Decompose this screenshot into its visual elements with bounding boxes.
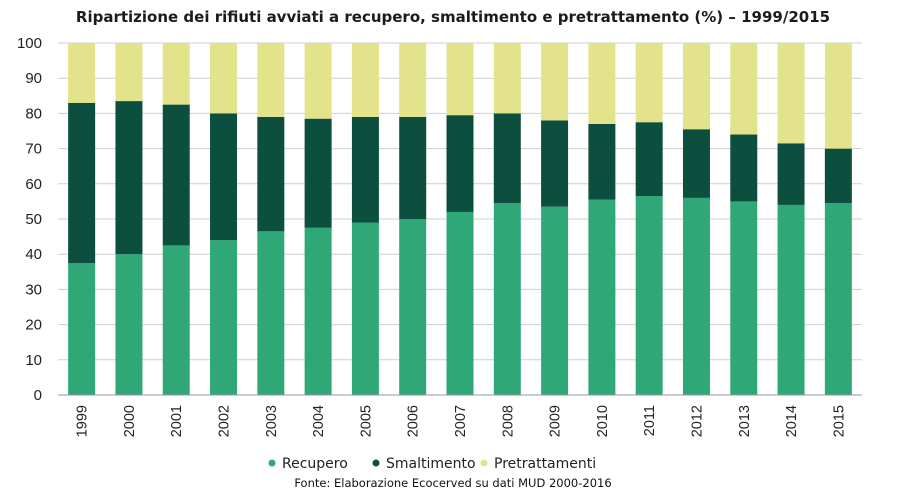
bar-segment-recupero [824, 203, 852, 395]
bar-segment-smaltimento [730, 134, 758, 202]
bar-segment-smaltimento [399, 116, 427, 219]
bar-segment-pretrattamenti [541, 43, 569, 121]
bar-segment-pretrattamenti [351, 43, 379, 117]
bar-segment-pretrattamenti [824, 43, 852, 149]
x-tick-label: 2003 [264, 405, 280, 437]
x-tick-label: 2013 [737, 405, 753, 437]
y-tick-label: 100 [17, 35, 42, 52]
bar-segment-smaltimento [777, 143, 805, 205]
axes: 0 10 20 30 40 50 60 70 80 90 100 1999 2000 2001 2002 20… [17, 35, 862, 437]
x-tick-label: 2006 [406, 405, 422, 437]
y-tick-label: 50 [25, 211, 42, 228]
bar-segment-smaltimento [635, 122, 663, 197]
x-tick-label: 2007 [453, 405, 469, 437]
x-tick-label: 2000 [122, 405, 138, 437]
bar-segment-recupero [68, 263, 96, 395]
bar-segment-smaltimento [304, 118, 332, 228]
y-tick-label: 20 [25, 317, 42, 334]
bar-segment-recupero [210, 240, 238, 395]
bar-segment-pretrattamenti [493, 43, 521, 114]
bar-segment-pretrattamenti [257, 43, 285, 117]
bar-segment-pretrattamenti [777, 43, 805, 144]
legend-label: Smaltimento [386, 456, 476, 472]
x-tick-label: 2014 [784, 405, 800, 437]
bar-segment-recupero [351, 222, 379, 395]
bar-segment-recupero [257, 231, 285, 395]
x-tick-label: 2009 [548, 405, 564, 437]
bar-segment-smaltimento [446, 115, 474, 212]
y-tick-label: 30 [25, 281, 42, 298]
bar-segment-smaltimento [162, 104, 190, 246]
bar-segment-pretrattamenti [588, 43, 616, 124]
legend-label: Recupero [282, 456, 348, 472]
y-tick-label: 80 [25, 105, 42, 122]
legend-marker [268, 459, 276, 467]
bar-segment-pretrattamenti [210, 43, 238, 114]
bar-segment-recupero [541, 206, 569, 395]
bar-segment-pretrattamenti [68, 43, 96, 103]
bar-segment-smaltimento [210, 113, 238, 241]
bars [68, 43, 852, 395]
bar-segment-recupero [635, 196, 663, 395]
x-tick-label: 2011 [642, 405, 658, 436]
legend-label: Pretrattamenti [494, 456, 596, 472]
y-tick-label: 60 [25, 176, 42, 193]
x-tick-label: 2004 [311, 405, 327, 437]
bar-segment-smaltimento [115, 101, 143, 255]
x-tick-label: 1999 [75, 405, 91, 437]
y-tick-label: 40 [25, 246, 42, 263]
bar-segment-recupero [446, 211, 474, 395]
bar-segment-recupero [162, 245, 190, 395]
bar-segment-smaltimento [824, 148, 852, 204]
x-tick-label: 2002 [217, 405, 233, 437]
bar-segment-smaltimento [588, 123, 616, 200]
bar-segment-smaltimento [682, 129, 710, 198]
x-tick-label: 2001 [169, 405, 185, 437]
legend-marker [480, 459, 488, 467]
bar-segment-pretrattamenti [635, 43, 663, 123]
bar-segment-pretrattamenti [115, 43, 143, 102]
bar-segment-recupero [304, 227, 332, 395]
x-tick-label: 2008 [500, 405, 516, 437]
legend: Recupero Smaltimento Pretrattamenti [268, 456, 596, 472]
x-tick-label: 2012 [689, 405, 705, 437]
bar-segment-smaltimento [493, 113, 521, 204]
legend-marker [372, 459, 380, 467]
bar-segment-recupero [399, 219, 427, 395]
bar-segment-pretrattamenti [682, 43, 710, 130]
bar-segment-pretrattamenti [162, 43, 190, 105]
bar-segment-recupero [730, 201, 758, 395]
bar-segment-smaltimento [68, 102, 96, 263]
bar-segment-recupero [777, 204, 805, 395]
bar-segment-pretrattamenti [446, 43, 474, 116]
bar-segment-recupero [682, 197, 710, 395]
bar-segment-recupero [115, 254, 143, 395]
chart-title: Ripartizione dei rifiuti avviati a recup… [75, 8, 831, 26]
bar-segment-pretrattamenti [399, 43, 427, 117]
y-tick-label: 90 [25, 70, 42, 87]
x-tick-label: 2015 [831, 405, 847, 437]
bar-segment-smaltimento [257, 116, 285, 232]
x-tick-label: 2005 [358, 405, 374, 437]
y-tick-label: 70 [25, 141, 42, 158]
bar-segment-recupero [588, 199, 616, 395]
bar-segment-smaltimento [541, 120, 569, 207]
bar-segment-recupero [493, 203, 521, 395]
bar-segment-pretrattamenti [304, 43, 332, 119]
x-tick-label: 2010 [595, 405, 611, 437]
bar-segment-pretrattamenti [730, 43, 758, 135]
y-tick-label: 10 [25, 352, 42, 369]
source-note: Fonte: Elaborazione Ecocerved su dati MU… [294, 476, 612, 490]
bar-segment-smaltimento [351, 116, 379, 223]
y-tick-label: 0 [34, 387, 42, 404]
